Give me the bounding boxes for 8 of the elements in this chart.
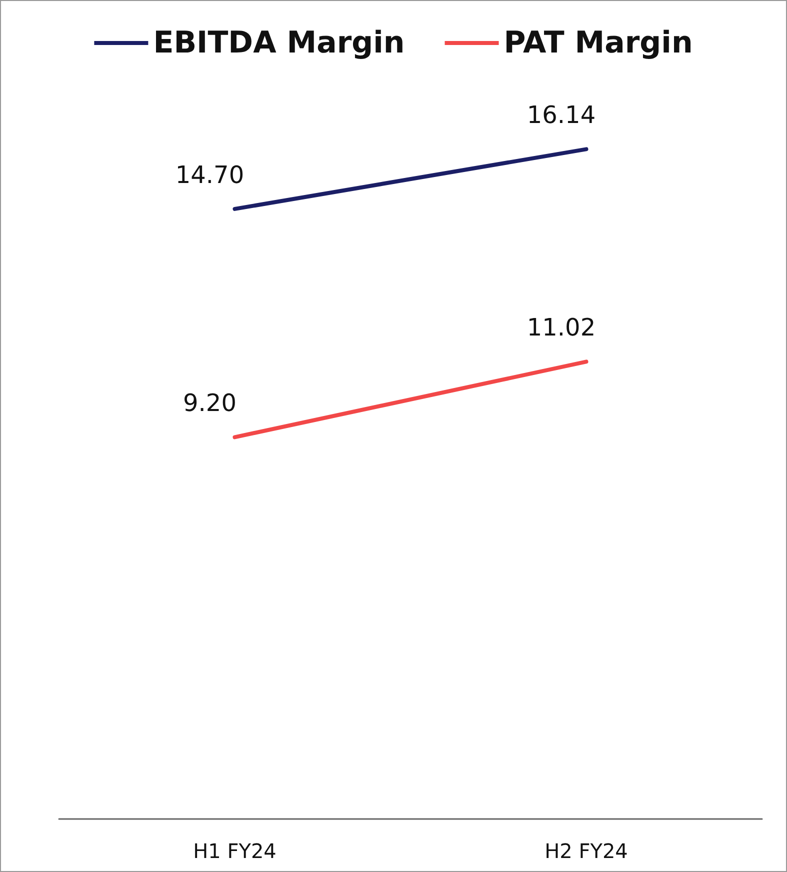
x-tick-label: H1 FY24 [193, 839, 276, 863]
data-label: 14.70 [175, 160, 244, 189]
legend-label: PAT Margin [504, 26, 693, 60]
data-label: 11.02 [526, 314, 596, 342]
x-tick-label: H2 FY24 [544, 839, 628, 863]
data-label: 9.20 [183, 389, 236, 418]
legend-label: EBITDA Margin [153, 26, 405, 60]
data-label: 16.14 [526, 101, 596, 130]
